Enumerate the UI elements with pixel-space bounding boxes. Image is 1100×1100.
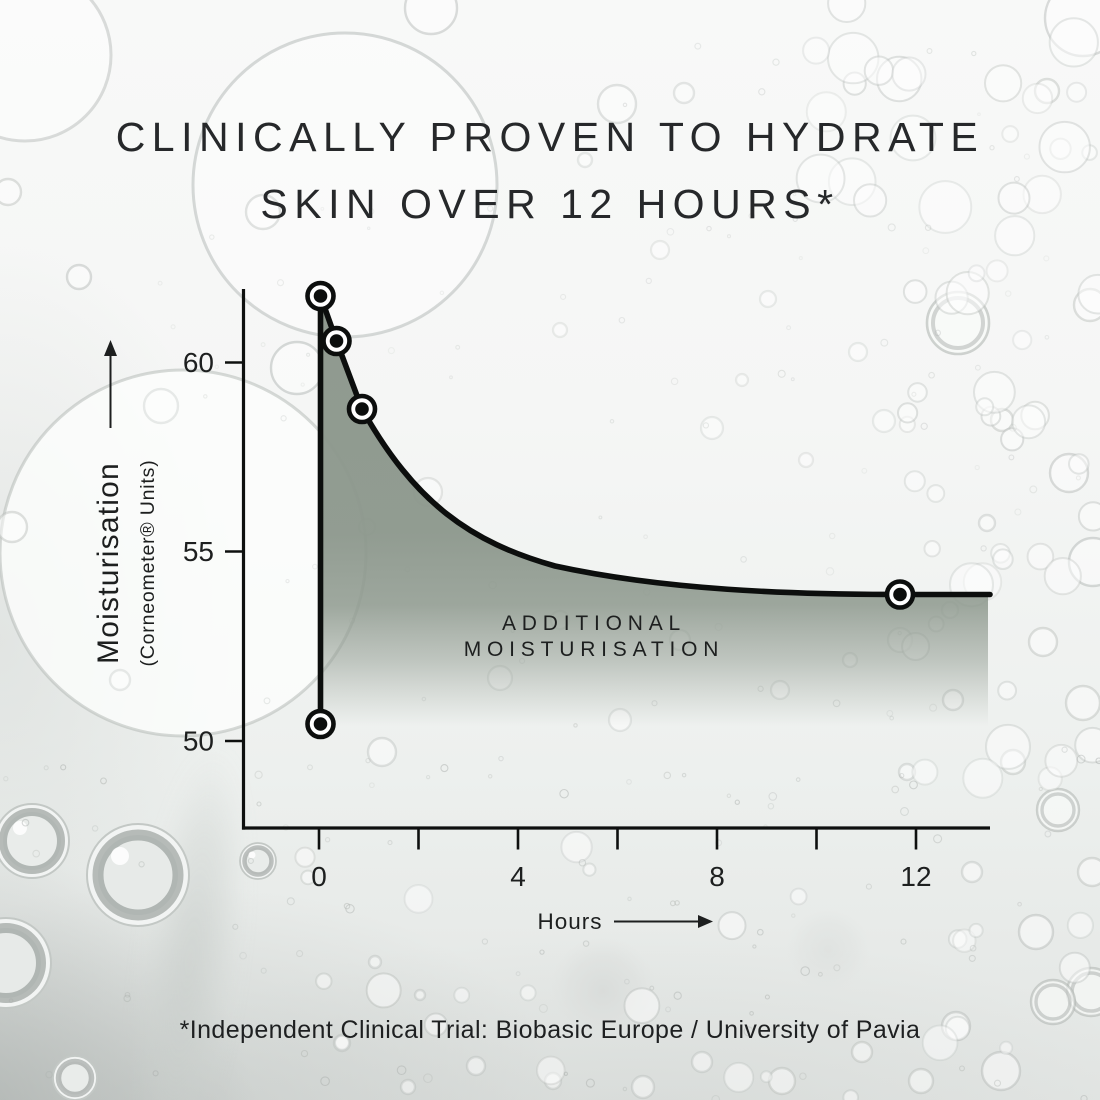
data-point-20min <box>321 325 352 357</box>
x-tick-label-0: 0 <box>311 861 327 892</box>
title-line-1: CLINICALLY PROVEN TO HYDRATE <box>115 114 985 160</box>
data-point-1h <box>346 393 378 425</box>
y-tick-label-60: 60 <box>183 347 214 378</box>
x-tick-marks <box>317 829 918 850</box>
x-tick-label-8: 8 <box>709 861 725 892</box>
moisture-curve <box>317 293 993 598</box>
y-axis-title: Moisturisation <box>92 462 125 664</box>
area-label-line-1: ADDITIONAL <box>502 612 686 635</box>
y-tick-label-50: 50 <box>183 726 214 757</box>
soft-blob <box>786 908 870 992</box>
y-axis-subtitle: (Corneometer® Units) <box>137 459 159 666</box>
x-tick-label-12: 12 <box>900 861 931 892</box>
area-label-line-2: MOISTURISATION <box>464 638 724 661</box>
x-axis-title: Hours <box>537 909 602 934</box>
title-line-2: SKIN OVER 12 HOURS* <box>260 181 840 227</box>
x-axis-arrow-icon <box>614 915 713 928</box>
data-point-baseline <box>305 708 336 740</box>
data-point-start <box>305 280 336 312</box>
data-point-12h <box>884 579 916 610</box>
y-tick-label-55: 55 <box>183 536 214 567</box>
glossy-bubble <box>0 803 277 1100</box>
y-axis-arrow-icon <box>104 340 117 428</box>
page-title: CLINICALLY PROVEN TO HYDRATE SKIN OVER 1… <box>0 104 1100 238</box>
x-tick-label-4: 4 <box>510 861 526 892</box>
chart-area-fill <box>318 296 988 726</box>
footnote: *Independent Clinical Trial: Biobasic Eu… <box>179 1016 921 1044</box>
y-tick-marks <box>225 361 243 743</box>
